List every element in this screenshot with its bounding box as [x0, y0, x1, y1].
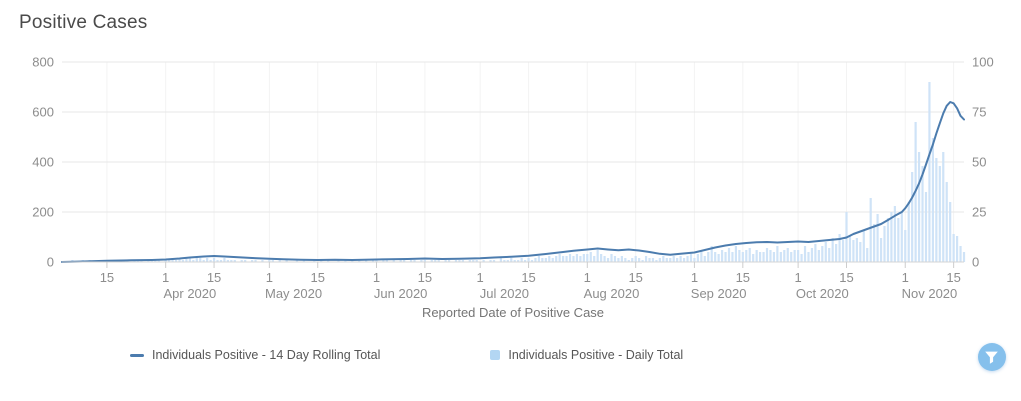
svg-text:1: 1	[373, 270, 380, 285]
chart-title: Positive Cases	[19, 12, 148, 33]
svg-text:Sep 2020: Sep 2020	[691, 286, 747, 301]
funnel-icon	[985, 351, 998, 364]
legend-label: Individuals Positive - 14 Day Rolling To…	[152, 348, 381, 362]
svg-text:1: 1	[266, 270, 273, 285]
legend-item-daily-total[interactable]: Individuals Positive - Daily Total	[490, 348, 683, 362]
bar-series-marker-icon	[490, 350, 501, 360]
svg-text:0: 0	[47, 255, 54, 270]
svg-text:75: 75	[972, 105, 986, 120]
svg-text:100: 100	[972, 55, 994, 70]
svg-text:Jun 2020: Jun 2020	[374, 286, 428, 301]
svg-text:200: 200	[32, 205, 54, 220]
svg-text:15: 15	[418, 270, 432, 285]
y-axis-left-labels: 0 200 400 600 800	[32, 55, 54, 270]
daily-total-bars	[71, 82, 966, 262]
svg-text:25: 25	[972, 205, 986, 220]
x-axis-month-labels: Apr 2020 May 2020 Jun 2020 Jul 2020 Aug 2020…	[163, 286, 957, 301]
positive-cases-chart: 15 1 15 1 15 1 15 1 15 1 15 1 15 1 15 1 15 Apr 2020 May 2…	[32, 55, 994, 302]
legend: Individuals Positive - 14 Day Rolling To…	[130, 348, 683, 362]
horizontal-gridlines	[62, 61, 964, 213]
svg-text:15: 15	[628, 270, 642, 285]
y-axis-right-labels: 0 25 50 75 100	[972, 55, 994, 270]
svg-text:15: 15	[839, 270, 853, 285]
legend-label: Individuals Positive - Daily Total	[508, 348, 684, 362]
svg-text:15: 15	[207, 270, 221, 285]
svg-text:Nov 2020: Nov 2020	[902, 286, 958, 301]
svg-text:15: 15	[311, 270, 325, 285]
svg-text:Jul 2020: Jul 2020	[480, 286, 529, 301]
svg-text:600: 600	[32, 105, 54, 120]
svg-text:400: 400	[32, 155, 54, 170]
svg-text:1: 1	[162, 270, 169, 285]
svg-text:15: 15	[946, 270, 960, 285]
x-axis-tick-labels: 15 1 15 1 15 1 15 1 15 1 15 1 15 1 15 1 15	[100, 270, 961, 285]
svg-text:0: 0	[972, 255, 979, 270]
rolling-total-line	[61, 101, 965, 263]
svg-text:15: 15	[521, 270, 535, 285]
legend-item-rolling-total[interactable]: Individuals Positive - 14 Day Rolling To…	[130, 348, 380, 362]
svg-text:15: 15	[736, 270, 750, 285]
svg-text:1: 1	[477, 270, 484, 285]
x-axis-tick-marks	[106, 262, 955, 268]
svg-text:15: 15	[100, 270, 114, 285]
svg-text:1: 1	[691, 270, 698, 285]
svg-text:Oct 2020: Oct 2020	[796, 286, 849, 301]
svg-text:50: 50	[972, 155, 986, 170]
line-series-marker-icon	[130, 353, 144, 357]
svg-text:Apr 2020: Apr 2020	[163, 286, 216, 301]
svg-text:Aug 2020: Aug 2020	[584, 286, 640, 301]
x-axis-title: Reported Date of Positive Case	[421, 305, 605, 320]
svg-text:1: 1	[902, 270, 909, 285]
filter-button[interactable]	[978, 343, 1006, 371]
svg-text:800: 800	[32, 55, 54, 70]
svg-text:May 2020: May 2020	[265, 286, 322, 301]
svg-text:1: 1	[794, 270, 801, 285]
svg-text:1: 1	[584, 270, 591, 285]
